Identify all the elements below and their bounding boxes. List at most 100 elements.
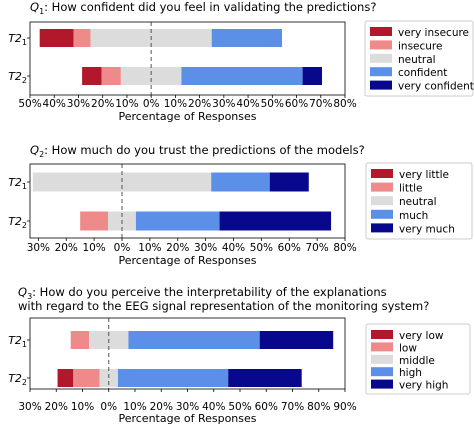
x-tick-label: 20% bbox=[166, 242, 189, 254]
x-axis-label: Percentage of Responses bbox=[118, 254, 256, 267]
legend-label: neutral bbox=[399, 196, 437, 208]
x-tick-label: 40% bbox=[236, 98, 259, 110]
category-label: T21 bbox=[8, 334, 27, 349]
title-subscript: 2 bbox=[39, 150, 44, 159]
category-label-sub: 1 bbox=[22, 182, 27, 191]
bar-segment bbox=[73, 369, 100, 387]
legend-swatch bbox=[371, 209, 393, 219]
bar-segment bbox=[259, 331, 334, 349]
bar-row bbox=[32, 172, 309, 192]
legend-label: very confident bbox=[398, 81, 474, 93]
x-tick-label: 60% bbox=[285, 98, 308, 110]
legend-label: insecure bbox=[398, 40, 442, 52]
title-text: : How much do you trust the predictions … bbox=[44, 143, 365, 157]
category-label-main: T2 bbox=[8, 372, 22, 385]
bar-segment bbox=[80, 211, 109, 231]
x-tick-label: 40% bbox=[43, 98, 66, 110]
legend-label: very insecure bbox=[398, 27, 469, 39]
x-tick-label: 50% bbox=[228, 401, 251, 413]
title-prefix: Q bbox=[30, 143, 39, 157]
chart-3: Q3: How do you perceive the interpretabi… bbox=[8, 285, 471, 425]
chart-title: Q1: How confident did you feel in valida… bbox=[30, 0, 376, 16]
legend-swatch bbox=[371, 196, 393, 206]
title-prefix: Q bbox=[30, 0, 39, 14]
bar-segment bbox=[135, 211, 220, 231]
x-tick-label: 70% bbox=[281, 401, 304, 413]
x-tick-label: 40% bbox=[222, 242, 245, 254]
bar-segment bbox=[120, 67, 182, 85]
bar-segment bbox=[302, 67, 322, 85]
legend-swatch bbox=[371, 330, 393, 339]
bar-row bbox=[39, 29, 282, 47]
x-tick-label: 70% bbox=[305, 242, 328, 254]
bar-row bbox=[57, 369, 302, 387]
legend-label: little bbox=[399, 183, 422, 195]
x-tick-label: 20% bbox=[91, 98, 114, 110]
legend-swatch bbox=[370, 67, 392, 77]
legend-label: very low bbox=[399, 330, 444, 342]
legend-swatch bbox=[371, 342, 393, 352]
category-label: T21 bbox=[8, 176, 27, 191]
x-tick-label: 60% bbox=[278, 242, 301, 254]
bar-segment bbox=[219, 211, 332, 231]
x-tick-label: 80% bbox=[333, 98, 356, 110]
category-label-main: T2 bbox=[8, 176, 22, 189]
legend-label: very high bbox=[399, 380, 448, 392]
legend-swatch bbox=[371, 169, 393, 178]
legend-swatch bbox=[371, 354, 393, 364]
x-tick-label: 10% bbox=[123, 401, 146, 413]
x-tick-label: 0% bbox=[114, 242, 131, 254]
legend-frame bbox=[365, 162, 473, 240]
title-text: : How confident did you feel in validati… bbox=[44, 0, 376, 14]
x-tick-label: 10% bbox=[82, 242, 105, 254]
legend-frame bbox=[365, 323, 471, 395]
plot-frame bbox=[29, 21, 346, 96]
x-tick-label: 80% bbox=[307, 401, 330, 413]
legend-label: very much bbox=[399, 223, 455, 235]
x-tick-label: 40% bbox=[202, 401, 225, 413]
x-tick-label: 0% bbox=[143, 98, 160, 110]
legend-label: much bbox=[399, 210, 428, 222]
x-axis-label: Percentage of Responses bbox=[118, 110, 256, 123]
legend-frame bbox=[364, 20, 474, 97]
bar-segment bbox=[211, 29, 282, 47]
x-tick-label: 10% bbox=[115, 98, 138, 110]
category-label-main: T2 bbox=[8, 70, 22, 83]
bar-segment bbox=[228, 369, 302, 387]
chart-2: Q2: How much do you trust the prediction… bbox=[8, 143, 473, 267]
bar-segment bbox=[73, 29, 91, 47]
category-label-sub: 1 bbox=[22, 340, 27, 349]
chart-title-line2: with regard to the EEG signal representa… bbox=[18, 299, 429, 313]
category-label-main: T2 bbox=[8, 334, 22, 347]
chart-title: Q2: How much do you trust the prediction… bbox=[30, 143, 365, 159]
x-tick-label: 30% bbox=[176, 401, 199, 413]
legend-swatch bbox=[370, 27, 392, 36]
x-tick-label: 30% bbox=[67, 98, 90, 110]
x-tick-label: 0% bbox=[100, 401, 117, 413]
category-label: T22 bbox=[8, 215, 27, 230]
category-label-main: T2 bbox=[8, 32, 22, 45]
legend-swatch bbox=[371, 223, 393, 233]
x-tick-label: 10% bbox=[71, 401, 94, 413]
bar-segment bbox=[181, 67, 303, 85]
category-label: T21 bbox=[8, 32, 27, 47]
x-tick-label: 90% bbox=[333, 401, 356, 413]
legend-swatch bbox=[370, 80, 392, 90]
bar-segment bbox=[82, 67, 102, 85]
legend-label: high bbox=[399, 367, 422, 379]
legend-label: neutral bbox=[398, 54, 436, 66]
legend-label: confident bbox=[398, 67, 447, 79]
legend-swatch bbox=[371, 182, 393, 192]
x-tick-label: 30% bbox=[212, 98, 235, 110]
bar-row bbox=[82, 67, 322, 85]
title-subscript: 1 bbox=[39, 7, 44, 16]
category-label-sub: 2 bbox=[22, 378, 27, 387]
title-prefix: Q bbox=[18, 285, 27, 299]
category-label: T22 bbox=[8, 70, 27, 85]
chart-1: Q1: How confident did you feel in valida… bbox=[8, 0, 474, 123]
x-tick-label: 20% bbox=[150, 401, 173, 413]
x-tick-label: 50% bbox=[18, 98, 41, 110]
